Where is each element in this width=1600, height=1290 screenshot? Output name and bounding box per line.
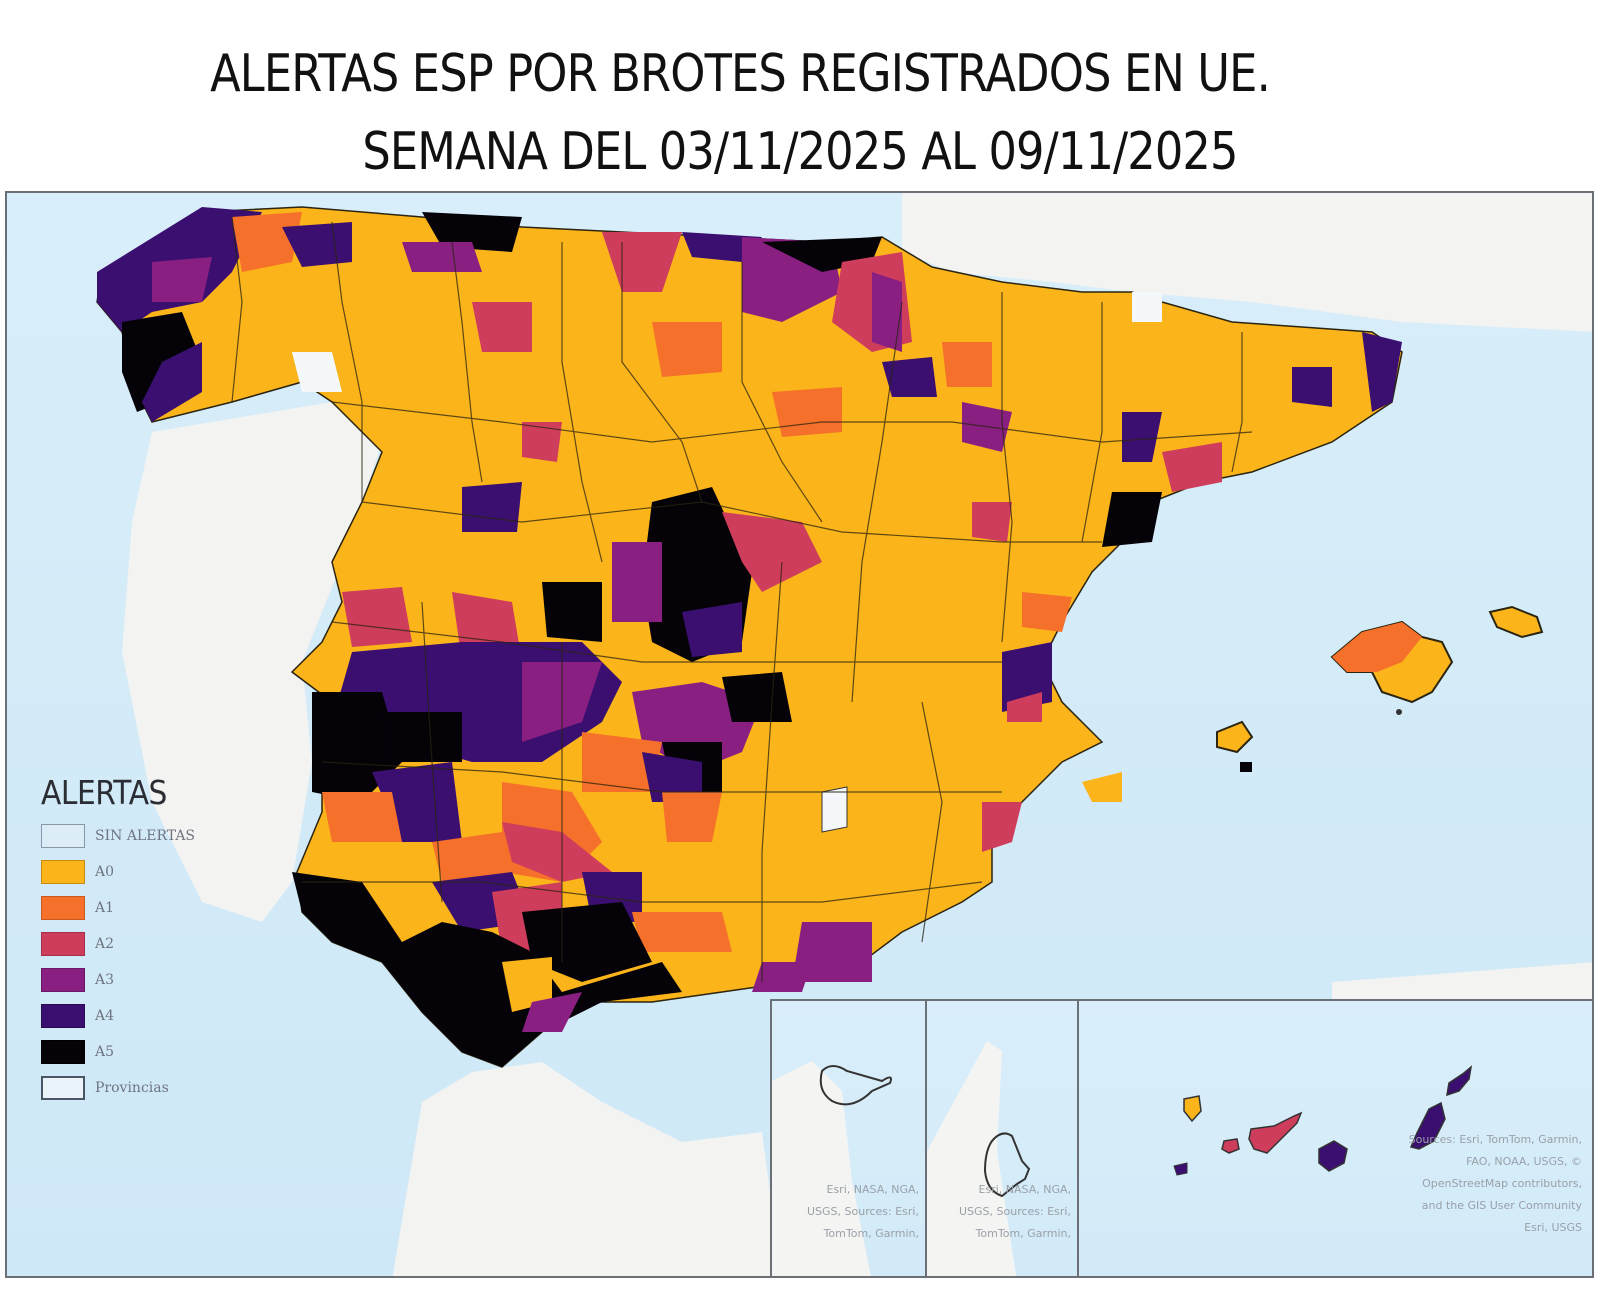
inset-canarias: Sources: Esri, TomTom, Garmin, FAO, NOAA… <box>1077 999 1592 1276</box>
la-gomera <box>1221 1138 1240 1154</box>
legend-swatch <box>41 860 85 884</box>
legend-swatch <box>41 1076 85 1100</box>
legend-item-a0: A0 <box>41 854 195 890</box>
inset-melilla: Esri, NASA, NGA, USGS, Sources: Esri, To… <box>925 999 1077 1276</box>
formentera <box>1240 762 1252 772</box>
inset-credit: Sources: Esri, TomTom, Garmin, FAO, NOAA… <box>1408 1133 1582 1234</box>
legend-label: A5 <box>95 1044 115 1060</box>
legend-item-sin-alertas: SIN ALERTAS <box>41 818 195 854</box>
lanzarote <box>1446 1065 1473 1097</box>
legend-swatch <box>41 824 85 848</box>
legend-item-a1: A1 <box>41 890 195 926</box>
legend-label: A3 <box>95 972 115 988</box>
legend-item-a2: A2 <box>41 926 195 962</box>
legend-swatch <box>41 896 85 920</box>
la-palma <box>1183 1095 1202 1123</box>
melilla-outline <box>927 1041 1031 1276</box>
map-frame: ALERTAS SIN ALERTAS A0 A1 A2 A3 A4 A5 <box>5 191 1594 1278</box>
legend-swatch <box>41 932 85 956</box>
legend-label: SIN ALERTAS <box>95 828 196 844</box>
gran-canaria <box>1318 1140 1348 1172</box>
legend-title: ALERTAS <box>41 773 167 812</box>
legend-label: A1 <box>95 900 115 916</box>
legend-item-a5: A5 <box>41 1034 195 1070</box>
legend-swatch <box>41 1040 85 1064</box>
legend-label: Provincias <box>95 1080 169 1096</box>
legend-item-provincias: Provincias <box>41 1070 195 1106</box>
ibiza <box>1216 720 1254 754</box>
fuerteventura <box>1409 1101 1446 1150</box>
tenerife <box>1248 1111 1303 1154</box>
menorca <box>1488 605 1544 639</box>
inset-ceuta: Esri, NASA, NGA, USGS, Sources: Esri, To… <box>770 999 925 1276</box>
map-title-line1: ALERTAS ESP POR BROTES REGISTRADOS EN UE… <box>210 44 1271 104</box>
map-legend: ALERTAS SIN ALERTAS A0 A1 A2 A3 A4 A5 <box>41 773 195 1106</box>
legend-item-a3: A3 <box>41 962 195 998</box>
legend-item-a4: A4 <box>41 998 195 1034</box>
legend-label: A4 <box>95 1008 115 1024</box>
legend-swatch <box>41 968 85 992</box>
el-hierro <box>1173 1162 1188 1176</box>
mainland-spain <box>96 206 1403 1068</box>
inset-credit: Esri, NASA, NGA, USGS, Sources: Esri, To… <box>958 1183 1071 1240</box>
legend-label: A0 <box>95 864 115 880</box>
ceuta-outline <box>772 1061 892 1276</box>
legend-label: A2 <box>95 936 115 952</box>
legend-swatch <box>41 1004 85 1028</box>
map-title-line2: SEMANA DEL 03/11/2025 AL 09/11/2025 <box>362 122 1238 182</box>
canary-islands <box>1173 1065 1473 1176</box>
inset-credit: Esri, NASA, NGA, USGS, Sources: Esri, To… <box>806 1183 919 1240</box>
